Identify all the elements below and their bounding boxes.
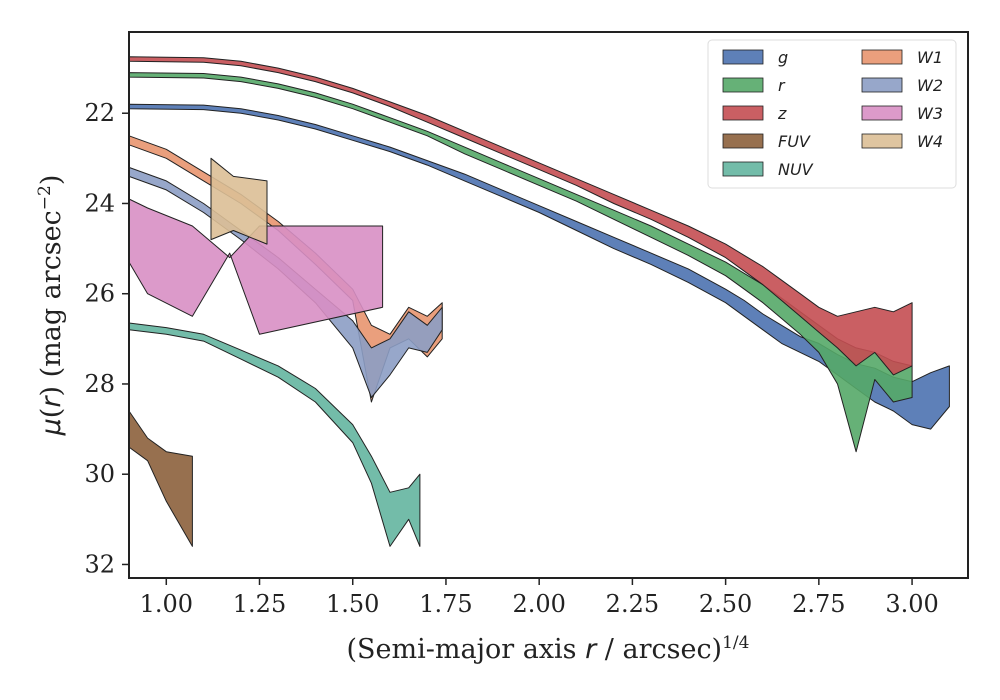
legend-label-nuv: NUV: [778, 160, 814, 179]
x-tick-label: 1.75: [419, 590, 472, 618]
x-tick-label: 1.00: [140, 590, 193, 618]
y-tick-label: 22: [84, 99, 115, 127]
x-tick-label: 3.00: [885, 590, 938, 618]
area-z: [128, 56, 913, 376]
legend-label-w1: W1: [917, 48, 943, 67]
y-tick-label: 28: [84, 370, 115, 398]
x-tick-label: 2.25: [606, 590, 659, 618]
plot-frame: [128, 31, 969, 579]
x-tick-label: 1.25: [233, 590, 286, 618]
y-tick-label: 24: [84, 189, 115, 217]
legend: grz FUV NUV W1 W2 W3 W4: [707, 39, 957, 189]
legend-swatch-r: [722, 77, 764, 93]
y-axis: 22 24 26 28 30 32: [84, 99, 129, 578]
legend-label-w2: W2: [917, 76, 943, 95]
legend-box: [707, 39, 957, 189]
legend-label-w3: W3: [917, 104, 943, 123]
x-tick-label: 2.75: [792, 590, 845, 618]
area-w3: [128, 198, 384, 335]
legend-swatch-w3: [861, 105, 903, 121]
x-tick-label: 1.50: [326, 590, 379, 618]
legend-swatch-fuv: [722, 133, 764, 149]
y-tick-label: 30: [84, 460, 115, 488]
legend-label-w4: W4: [917, 132, 943, 151]
x-axis-label: (Semi-major axis r / arcsec)1/4: [347, 633, 750, 665]
legend-label-r: r: [778, 76, 786, 95]
legend-label-g: g: [778, 48, 788, 67]
x-axis: 1.00 1.25 1.50 1.75 2.00 2.25 2.50 2.75 3.00: [140, 578, 939, 618]
y-tick-label: 32: [84, 550, 115, 578]
legend-swatch-w1: [861, 49, 903, 65]
legend-label-fuv: FUV: [778, 132, 811, 151]
legend-swatch-w4: [861, 133, 903, 149]
legend-swatch-w2: [861, 77, 903, 93]
legend-swatch-nuv: [722, 161, 764, 177]
area-r: [128, 72, 913, 453]
x-tick-label: 2.50: [699, 590, 752, 618]
legend-swatch-g: [722, 49, 764, 65]
area-nuv: [128, 322, 421, 547]
area-fuv: [128, 410, 193, 547]
y-axis-label: μ(r) (mag arcsec−2): [35, 175, 67, 437]
chart-areas: [128, 56, 950, 547]
legend-label-z: z: [777, 104, 787, 123]
y-tick-label: 26: [84, 280, 115, 308]
legend-swatch-z: [722, 105, 764, 121]
area-w4: [210, 157, 268, 245]
x-tick-label: 2.00: [512, 590, 565, 618]
